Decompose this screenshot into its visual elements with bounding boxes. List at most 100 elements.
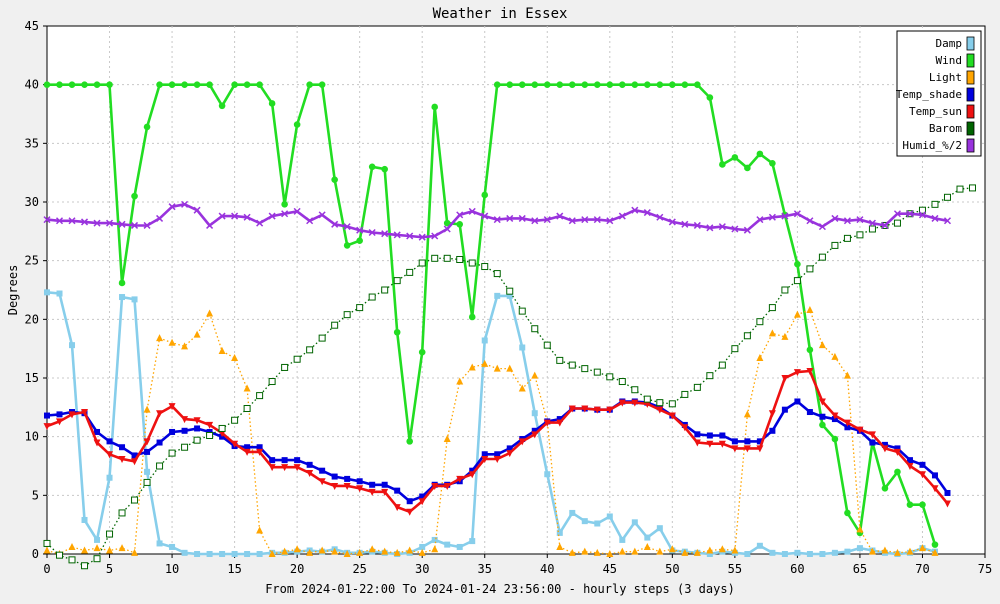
x-tick-label: 30 (415, 562, 429, 576)
data-point-barom (768, 304, 776, 312)
data-point-barom (568, 361, 576, 369)
data-point-light (456, 377, 464, 385)
data-point-temp-shade (144, 448, 151, 455)
legend-label: Temp_sun (909, 105, 962, 118)
data-point-temp-shade (381, 481, 388, 488)
data-point-wind (406, 438, 413, 445)
data-point-humid-2 (581, 216, 589, 224)
data-point-light (43, 546, 51, 554)
data-point-humid-2 (381, 230, 389, 238)
data-point-barom (381, 286, 389, 294)
data-point-wind (468, 313, 476, 321)
data-point-damp (206, 551, 213, 557)
data-point-humid-2 (268, 212, 276, 220)
data-point-barom (631, 386, 639, 394)
data-point-humid-2 (831, 214, 839, 222)
legend-label: Damp (936, 37, 963, 50)
data-point-wind (844, 509, 851, 517)
data-point-wind (556, 81, 564, 88)
data-point-light (818, 341, 826, 349)
data-point-temp-shade (494, 451, 501, 458)
data-point-wind (106, 81, 113, 88)
data-point-light (318, 546, 326, 554)
data-point-temp-shade (706, 432, 713, 439)
data-point-humid-2 (743, 226, 751, 234)
y-axis-label: Degrees (6, 265, 20, 316)
data-point-light (106, 546, 114, 554)
data-point-barom (593, 368, 601, 376)
data-point-temp-shade (869, 439, 876, 446)
data-point-temp-shade (256, 444, 263, 451)
data-point-light (706, 546, 714, 554)
data-point-humid-2 (531, 217, 539, 225)
data-point-temp-shade (269, 457, 276, 464)
data-point-light (231, 354, 239, 362)
data-point-barom (456, 255, 464, 263)
data-point-temp-shade (331, 473, 338, 480)
data-point-temp-sun (606, 406, 614, 414)
data-point-light (693, 548, 701, 556)
x-tick-label: 60 (790, 562, 804, 576)
data-point-damp (819, 551, 826, 557)
data-point-wind (243, 81, 251, 88)
data-point-temp-sun (556, 419, 564, 427)
data-point-damp (581, 518, 588, 525)
data-point-wind (506, 81, 514, 88)
data-point-damp (481, 337, 488, 344)
data-point-light (68, 542, 76, 550)
data-point-damp (856, 545, 863, 552)
data-point-temp-shade (781, 406, 788, 413)
data-point-temp-sun (343, 482, 351, 490)
data-point-humid-2 (168, 203, 176, 211)
data-point-humid-2 (668, 218, 676, 226)
data-point-temp-sun (393, 504, 401, 512)
data-point-light (181, 342, 189, 350)
data-point-light (593, 548, 601, 556)
data-point-barom (68, 556, 76, 564)
data-point-temp-sun (206, 421, 214, 429)
series-wind (43, 81, 939, 548)
data-point-temp-sun (243, 448, 251, 456)
legend-label: Temp_shade (896, 88, 962, 101)
data-point-damp (494, 292, 501, 299)
legend-swatch (966, 36, 975, 51)
data-point-damp (219, 551, 226, 557)
data-point-temp-shade (131, 452, 138, 459)
data-point-humid-2 (118, 220, 126, 228)
data-point-damp (69, 342, 76, 349)
data-point-damp (644, 534, 651, 541)
data-point-temp-shade (406, 498, 413, 505)
data-point-damp (556, 529, 563, 536)
data-point-temp-sun (693, 439, 701, 447)
legend-swatch (966, 87, 975, 102)
data-point-damp (144, 468, 151, 475)
data-point-light (568, 548, 576, 556)
data-point-damp (244, 551, 251, 557)
data-point-temp-sun (68, 411, 76, 419)
data-point-barom (718, 361, 726, 369)
data-point-humid-2 (143, 221, 151, 229)
data-point-light (768, 329, 776, 337)
data-point-humid-2 (93, 219, 101, 227)
legend-swatch (966, 104, 975, 119)
data-point-temp-sun (631, 399, 639, 407)
data-point-humid-2 (293, 207, 301, 215)
data-point-temp-shade (56, 411, 63, 418)
data-point-barom (181, 443, 189, 451)
data-point-barom (93, 555, 101, 563)
y-tick-label: 10 (25, 430, 39, 444)
data-point-temp-sun (293, 464, 301, 472)
data-point-temp-shade (556, 416, 563, 423)
data-point-light (868, 547, 876, 555)
data-point-light (493, 364, 501, 372)
data-point-barom (856, 231, 864, 239)
data-point-barom (493, 270, 501, 278)
series-temp-sun (43, 367, 951, 516)
data-point-damp (544, 471, 551, 478)
data-point-temp-sun (93, 439, 101, 447)
data-point-humid-2 (343, 223, 351, 231)
data-point-temp-shade (481, 451, 488, 458)
data-point-wind (531, 81, 539, 88)
data-point-temp-shade (156, 439, 163, 446)
data-point-light (918, 544, 926, 552)
